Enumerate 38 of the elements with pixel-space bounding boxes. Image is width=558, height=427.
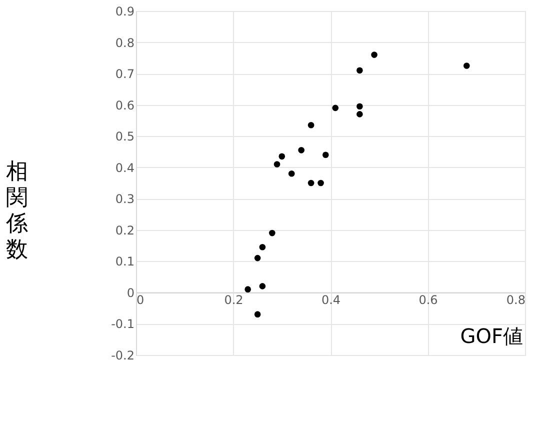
point xyxy=(244,286,251,292)
x-tick-label: 0 xyxy=(136,292,144,307)
point xyxy=(278,153,286,160)
x-axis-title: GOF値 xyxy=(460,324,523,348)
point xyxy=(356,103,363,110)
point xyxy=(308,180,314,186)
point xyxy=(254,311,261,318)
x-tick-label: 0.2 xyxy=(224,292,244,307)
y-tick-label: 0.2 xyxy=(115,223,134,238)
x-tick-label: 0.4 xyxy=(321,292,341,307)
y-axis-title: 相関係数 xyxy=(5,160,28,262)
point xyxy=(322,152,329,158)
y-tick-label: -0.1 xyxy=(111,317,134,332)
y-tick-label: 0.8 xyxy=(115,36,134,50)
point xyxy=(259,244,266,250)
point xyxy=(298,147,304,154)
point xyxy=(356,111,363,118)
x-tick-label: 0.6 xyxy=(418,292,438,307)
point xyxy=(308,122,314,128)
point xyxy=(288,170,295,177)
point xyxy=(268,230,276,236)
y-tick-label: 0.6 xyxy=(115,98,134,112)
y-tick-label: 0.3 xyxy=(115,192,134,206)
y-tick-label: 0.9 xyxy=(115,4,134,18)
point xyxy=(274,161,280,168)
point xyxy=(259,283,266,290)
y-tick-label: -0.2 xyxy=(111,348,134,362)
point xyxy=(371,52,378,58)
y-tick-label: 0.5 xyxy=(115,130,134,144)
point xyxy=(332,104,339,112)
point xyxy=(463,62,470,69)
y-tick-label: 0.7 xyxy=(115,67,134,82)
y-tick-label: 0.1 xyxy=(115,254,134,269)
point xyxy=(254,254,261,262)
x-tick-label: 0.8 xyxy=(506,292,526,307)
point xyxy=(356,67,363,74)
point xyxy=(318,180,324,186)
y-tick-label: 0.4 xyxy=(115,160,134,175)
